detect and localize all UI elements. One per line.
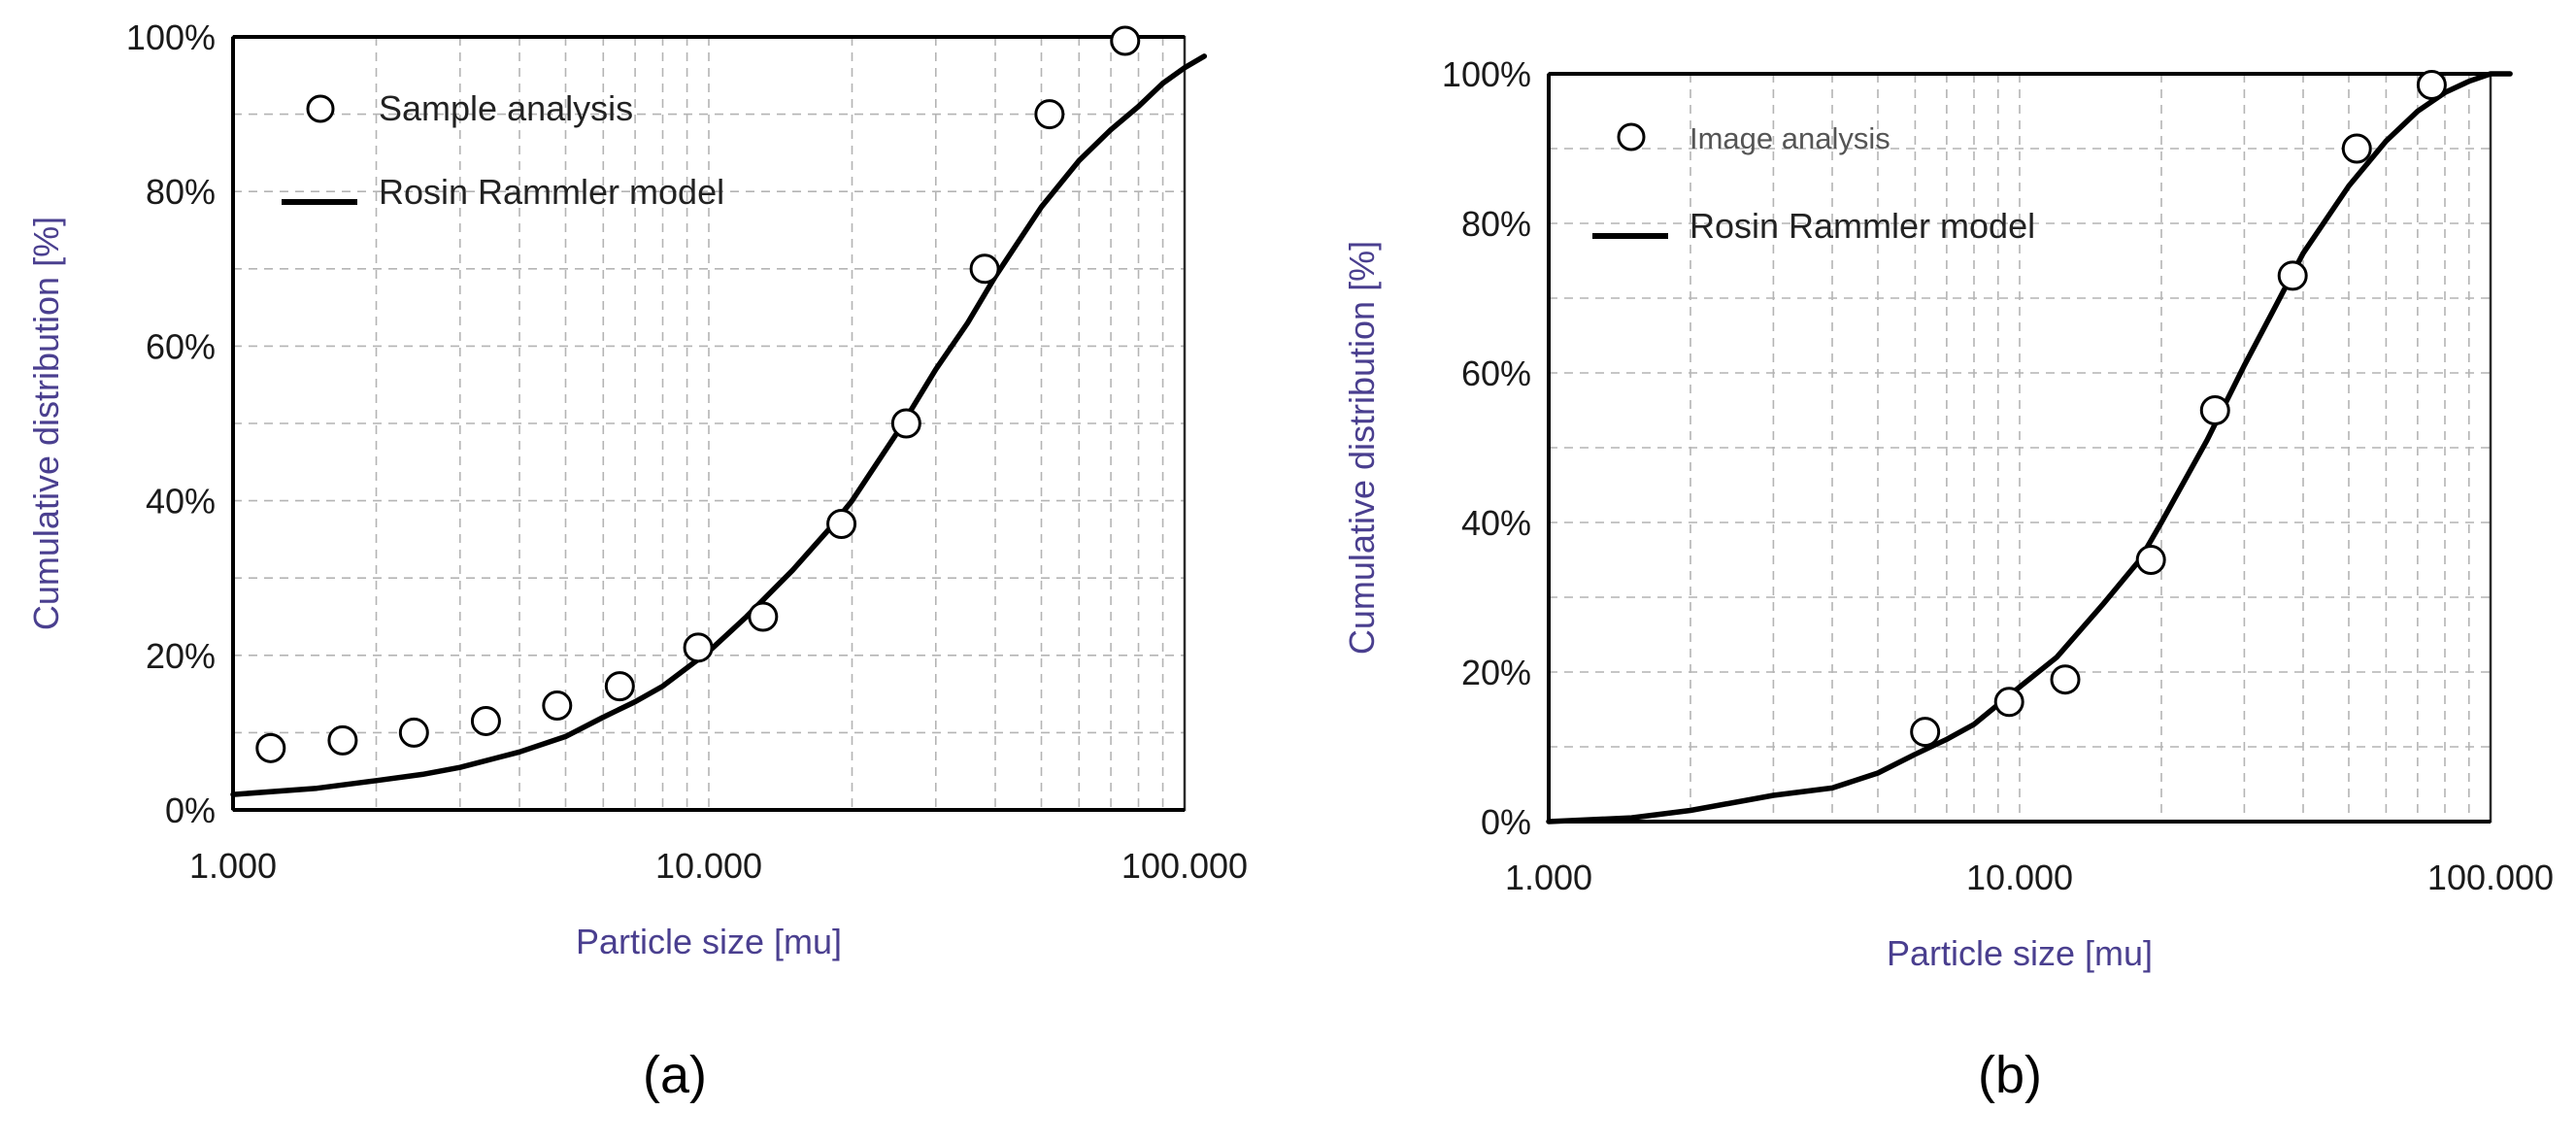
panel-a-markers — [255, 25, 1141, 763]
panel-a-data-point — [327, 724, 358, 756]
panel-a-x-tick-label: 10.000 — [655, 846, 762, 886]
panel-b-data-point — [2416, 70, 2447, 101]
panel-a-data-point — [826, 508, 857, 539]
panel-b-caption: (b) — [1978, 1046, 2042, 1104]
panel-b-data-point — [2050, 664, 2081, 695]
panel-b-y-tick-label: 80% — [1461, 204, 1531, 244]
panel-a-x-tick-label: 1.000 — [189, 846, 277, 886]
panel-b-legend: Image analysis Rosin Rammler model — [1592, 121, 2035, 246]
panel-b-frame — [1547, 72, 2492, 824]
panel-b-grid — [1549, 74, 2491, 822]
panel-b-y-axis-title: Cumulative distribution [%] — [1342, 241, 1382, 655]
panel-a-rosin-rammler-curve — [230, 53, 1208, 797]
panel-a-y-tick-label: 80% — [146, 172, 216, 212]
panel-a-x-tick-label: 100.000 — [1121, 846, 1248, 886]
panel-a: 0% 20% 40% 60% 80% 100% 1.000 10.000 100.000 Sam… — [26, 17, 1248, 1104]
panel-b-data-point — [1993, 687, 2024, 718]
panel-a-legend-label-model: Rosin Rammler model — [379, 172, 724, 212]
panel-a-model-curve-group — [230, 53, 1208, 797]
panel-a-data-point — [470, 705, 501, 736]
panel-a-x-axis-title: Particle size [mu] — [576, 922, 842, 961]
panel-a-data-point — [542, 690, 573, 722]
panel-b-y-tick-label: 40% — [1461, 503, 1531, 543]
panel-b-legend-marker-circle — [1617, 122, 1646, 151]
panel-b-tick-labels: 0% 20% 40% 60% 80% 100% 1.000 10.000 100.000 — [1442, 54, 2554, 897]
panel-a-data-point — [604, 671, 635, 702]
panel-b-data-point — [1910, 717, 1941, 748]
panel-b-y-tick-label: 60% — [1461, 353, 1531, 393]
panel-a-frame — [231, 35, 1187, 812]
panel-b-data-point — [2199, 395, 2230, 425]
panel-a-data-point — [890, 408, 921, 439]
panel-b-y-tick-label: 100% — [1442, 54, 1531, 94]
panel-a-data-point — [1110, 25, 1141, 56]
panel-a-y-tick-label: 20% — [146, 636, 216, 676]
panel-a-y-tick-label: 60% — [146, 326, 216, 366]
panel-a-data-point — [255, 732, 286, 763]
panel-b-legend-label-model: Rosin Rammler model — [1689, 206, 2035, 246]
panel-a-legend: Sample analysis Rosin Rammler model — [282, 88, 724, 212]
panel-a-y-axis-title: Cumulative distribution [%] — [26, 217, 66, 630]
panel-a-y-tick-label: 0% — [165, 791, 216, 830]
panel-b-y-tick-label: 0% — [1481, 802, 1531, 842]
panel-b-x-axis-title: Particle size [mu] — [1887, 933, 2153, 973]
panel-b-data-point — [2341, 133, 2372, 164]
panel-b-data-point — [2277, 260, 2308, 291]
panel-b-data-point — [2135, 545, 2166, 575]
panel-a-data-point — [748, 601, 779, 632]
panel-b-x-tick-label: 1.000 — [1505, 858, 1592, 897]
panel-b-legend-label-observed: Image analysis — [1689, 121, 1890, 155]
panel-b: 0% 20% 40% 60% 80% 100% 1.000 10.000 100.000 Ima… — [1342, 54, 2554, 1104]
panel-b-x-tick-label: 100.000 — [2427, 858, 2554, 897]
panel-a-legend-label-observed: Sample analysis — [379, 88, 633, 128]
panel-a-tick-labels: 0% 20% 40% 60% 80% 100% 1.000 10.000 100.000 — [126, 17, 1248, 886]
panel-a-y-tick-label: 40% — [146, 482, 216, 522]
panel-b-markers — [1910, 70, 2447, 748]
panel-a-grid — [233, 37, 1185, 810]
panel-a-legend-marker-circle — [306, 94, 335, 123]
panel-a-caption: (a) — [643, 1046, 707, 1104]
panel-a-data-point — [969, 253, 1000, 285]
panel-b-x-tick-label: 10.000 — [1966, 858, 2073, 897]
panel-a-data-point — [683, 632, 714, 663]
panel-a-y-tick-label: 100% — [126, 17, 216, 57]
panel-a-data-point — [398, 717, 429, 748]
panel-a-data-point — [1034, 99, 1065, 130]
panel-b-y-tick-label: 20% — [1461, 653, 1531, 692]
